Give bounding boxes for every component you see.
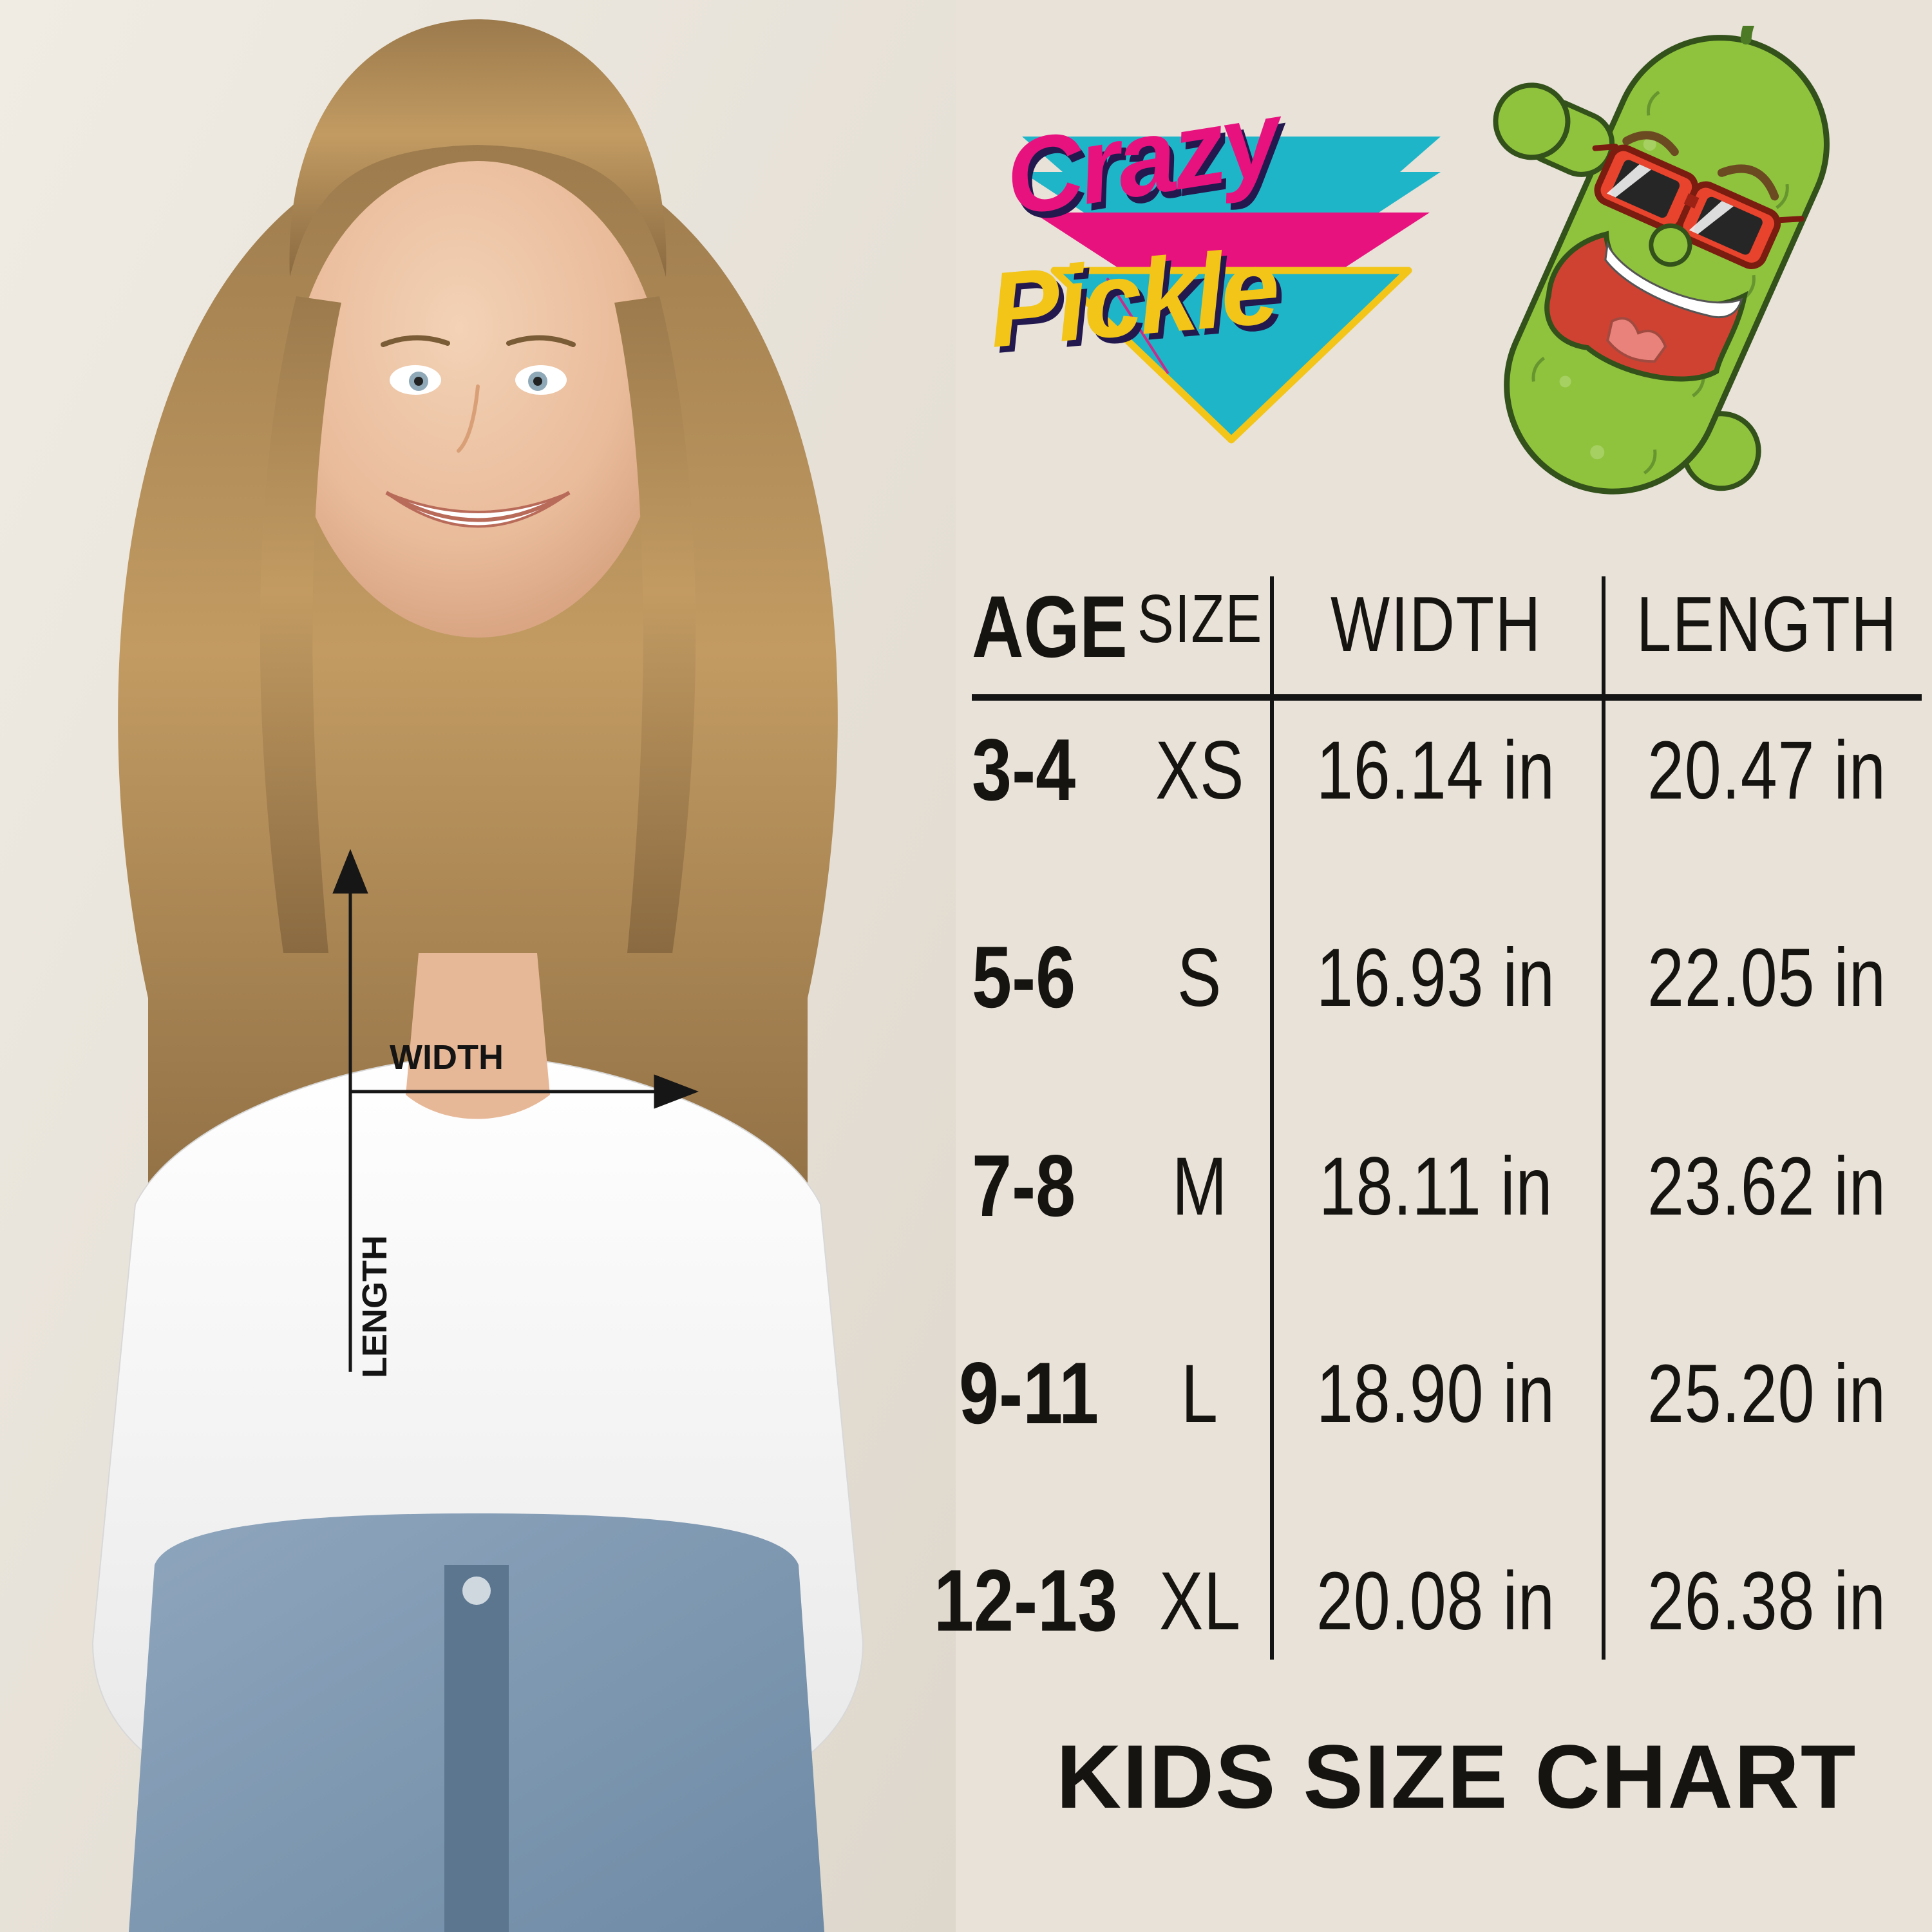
svg-text:LENGTH: LENGTH bbox=[355, 1235, 394, 1378]
svg-text:WIDTH: WIDTH bbox=[390, 1038, 504, 1077]
